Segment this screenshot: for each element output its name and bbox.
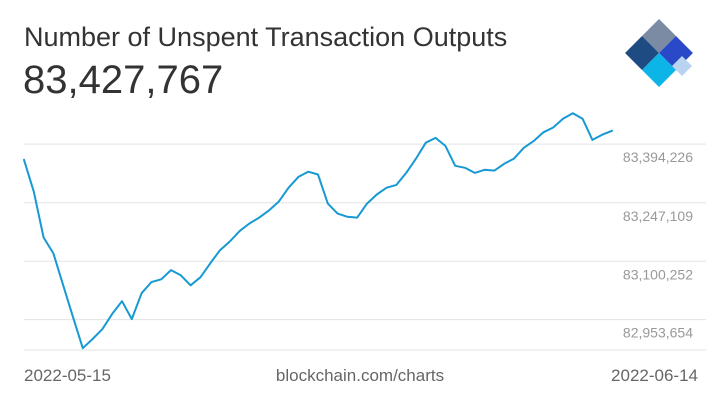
x-axis-end-date: 2022-06-14: [611, 366, 698, 385]
blockchain-logo-icon: [625, 19, 693, 87]
x-axis-start-date: 2022-05-15: [24, 366, 111, 385]
y-tick-label: 83,394,226: [623, 149, 693, 165]
y-tick-label: 82,953,654: [623, 325, 693, 341]
y-tick-label: 83,247,109: [623, 208, 693, 224]
y-tick-label: 83,100,252: [623, 266, 693, 282]
y-axis-ticks: 82,953,654 83,100,252 83,247,109 83,394,226: [623, 149, 693, 340]
grid-layer: [24, 143, 706, 351]
series-line-utxo-count: [23, 112, 613, 350]
logo-tile-accent: [672, 56, 692, 76]
current-value: 83,427,767: [23, 58, 224, 102]
chart-title: Number of Unspent Transaction Outputs: [24, 22, 508, 52]
source-label: blockchain.com/charts: [275, 366, 445, 385]
